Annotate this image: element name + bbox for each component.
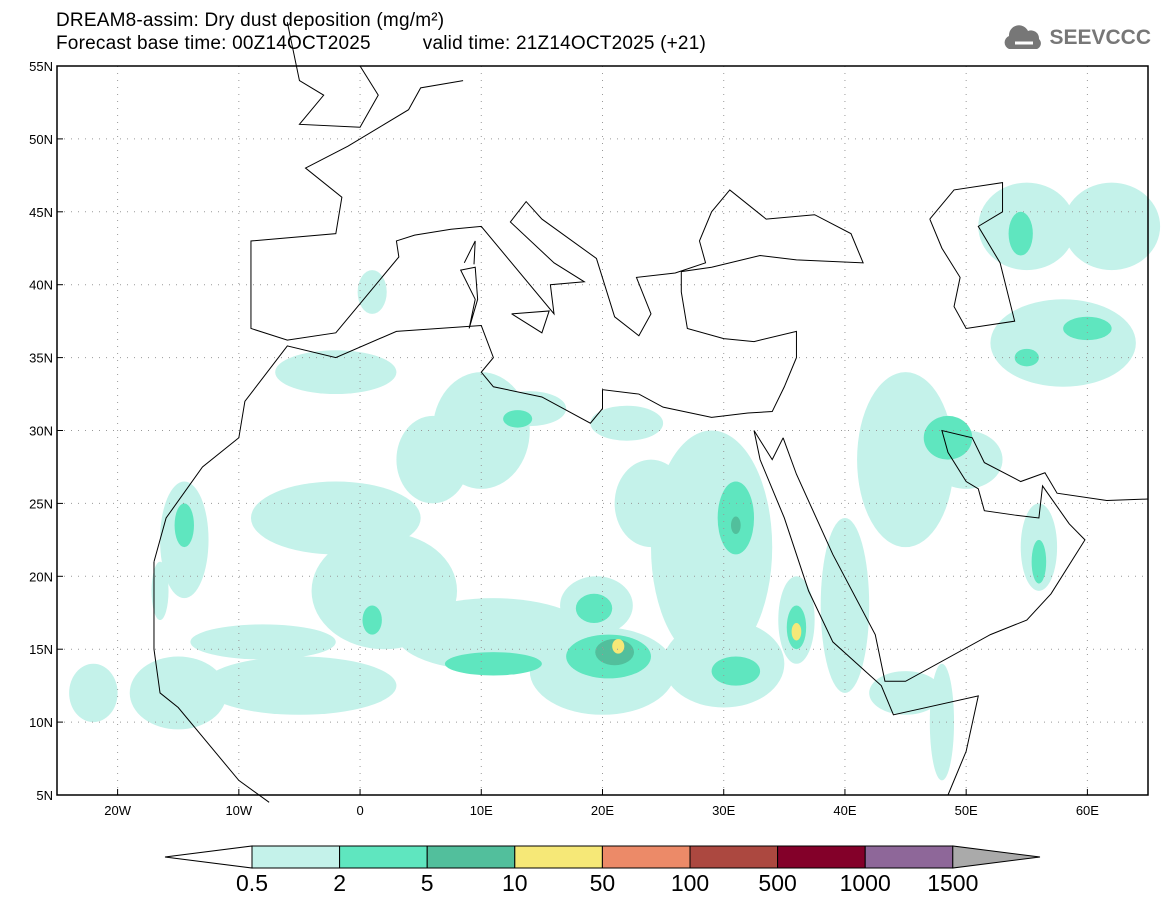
lon-label: 60E: [1076, 803, 1099, 818]
lat-label: 25N: [29, 496, 53, 511]
lon-label: 10W: [225, 803, 252, 818]
colorbar: [164, 845, 1041, 869]
dust-area-level-3: [595, 638, 635, 666]
lon-label: 20W: [104, 803, 131, 818]
coastline: [153, 80, 864, 562]
lon-label: 20E: [591, 803, 614, 818]
lon-label: 0: [356, 803, 363, 818]
coastline: [286, 22, 379, 128]
coastline: [929, 182, 1016, 329]
colorbar-swatch: [689, 845, 779, 869]
dust-area-level-3: [730, 516, 741, 535]
lat-label: 10N: [29, 715, 53, 730]
colorbar-swatch: [251, 845, 341, 869]
colorbar-label: 100: [670, 870, 710, 896]
colorbar-swatch: [864, 845, 954, 869]
lat-label: 40N: [29, 278, 53, 293]
colorbar-label: 500: [758, 870, 797, 896]
lon-label: 50E: [955, 803, 978, 818]
lat-label: 50N: [29, 132, 53, 147]
cloud-icon: [1005, 25, 1042, 49]
lat-label: 5N: [36, 788, 53, 803]
dust-area-level-2: [1008, 211, 1033, 256]
coastline: [753, 430, 979, 796]
dust-layer: [69, 182, 1161, 781]
lon-label: 40E: [833, 803, 856, 818]
colorbar-over-arrow: [952, 845, 1041, 869]
time-info: Forecast base time: 00Z14OCT2025 valid ti…: [56, 33, 706, 55]
colorbar-swatch: [514, 845, 603, 869]
dust-area-level-2: [1031, 539, 1047, 584]
dust-area-level-1: [69, 663, 118, 723]
dust-area-level-2: [1063, 316, 1112, 341]
coastline: [153, 561, 270, 803]
dust-area-level-2: [923, 415, 973, 460]
dust-area-level-2: [444, 652, 542, 676]
colorbar-label: 50: [589, 870, 616, 896]
lat-label: 55N: [29, 59, 53, 74]
colorbar-label: 5: [420, 870, 434, 896]
coastline: [459, 266, 479, 329]
lat-label: 20N: [29, 569, 53, 584]
dust-area-level-1: [190, 624, 336, 660]
dust-area-level-2: [503, 410, 533, 428]
lat-label: 35N: [29, 351, 53, 366]
lat-label: 45N: [29, 205, 53, 220]
colorbar-swatch: [339, 845, 428, 869]
coastline: [782, 429, 1149, 682]
dust-area-level-2: [1014, 348, 1039, 367]
seevccc-logo: SEEVCCC: [1001, 25, 1151, 51]
coastline: [753, 430, 784, 461]
dust-area-level-1: [1063, 182, 1161, 271]
lon-label: 10E: [470, 803, 493, 818]
map-title: DREAM8-assim: Dry dust deposition (mg/m²…: [56, 10, 445, 31]
coastline: [463, 240, 476, 265]
colorbar-label: 2: [333, 870, 346, 896]
logo-text: SEEVCCC: [1049, 26, 1151, 49]
colorbar-swatch: [426, 845, 516, 869]
forecast-base-time: Forecast base time: 00Z14OCT2025: [56, 33, 371, 54]
dust-area-level-1: [929, 663, 955, 781]
colorbar-label: 10: [502, 870, 528, 896]
lat-label: 15N: [29, 642, 53, 657]
coastlines: [153, 22, 1149, 803]
colorbar-label: 1500: [927, 870, 979, 896]
dust-area-level-1: [590, 405, 664, 441]
axis-labels: 5N 10N 15N 20N 25N 30N 35N 40N 45N 50N 55N 20W 10W 0 1…: [29, 59, 1099, 818]
colorbar-swatch: [777, 845, 866, 869]
colorbar-label: 0.5: [236, 870, 268, 896]
dust-area-level-2: [575, 593, 613, 623]
dust-area-level-4: [612, 638, 625, 654]
dust-area-level-1: [275, 350, 397, 395]
coastline: [511, 310, 550, 334]
valid-time: valid time: 21Z14OCT2025 (+21): [422, 33, 706, 54]
dust-area-level-1: [869, 671, 942, 715]
dust-area-level-1: [857, 372, 955, 548]
lon-label: 30E: [712, 803, 735, 818]
dust-area-level-2: [362, 605, 382, 635]
colorbar-swatch: [601, 845, 691, 869]
dust-area-level-1: [202, 656, 397, 715]
colorbar-label: 1000: [839, 870, 891, 896]
colorbar-under-arrow: [164, 845, 253, 869]
dust-area-level-2: [174, 503, 194, 548]
graticule: [57, 66, 1148, 795]
dust-area-level-4: [791, 622, 802, 641]
dust-area-level-2: [711, 656, 761, 686]
dust-area-level-1: [129, 656, 227, 730]
lat-label: 30N: [29, 424, 53, 439]
